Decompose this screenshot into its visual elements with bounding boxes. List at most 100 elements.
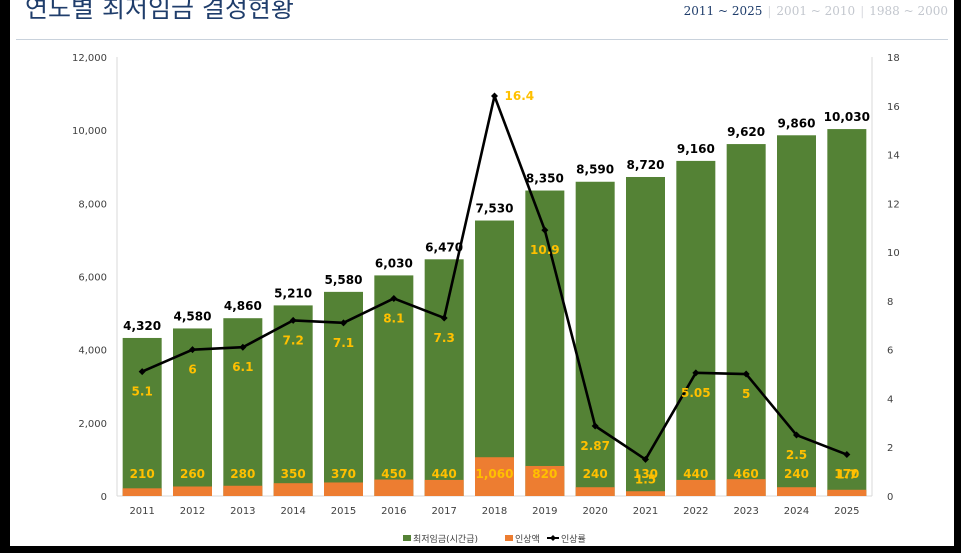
x-tick-label: 2020 — [582, 506, 607, 517]
wage-value-label: 10,030 — [824, 110, 870, 124]
x-tick-label: 2018 — [482, 506, 507, 517]
legend-rate-marker — [550, 535, 556, 541]
rate-marker — [541, 226, 549, 234]
y-right-tick-label: 14 — [887, 151, 900, 162]
y-right-tick-label: 10 — [887, 248, 900, 259]
increase-bar — [122, 488, 162, 496]
y-left-tick-label: 6,000 — [78, 273, 107, 284]
wage-bar — [525, 190, 565, 496]
y-left-tick-label: 10,000 — [72, 126, 107, 137]
increase-value-label: 170 — [834, 467, 859, 481]
increase-value-label: 210 — [130, 467, 155, 481]
wage-bar — [424, 259, 464, 496]
range-tab-2001-2010[interactable]: 2001 ~ 2010 — [776, 4, 856, 18]
tab-separator: | — [767, 4, 772, 18]
increase-value-label: 820 — [532, 467, 557, 481]
increase-value-label: 280 — [230, 467, 255, 481]
x-tick-label: 2019 — [532, 506, 557, 517]
legend-wage-swatch — [403, 535, 411, 541]
y-right-tick-label: 18 — [887, 53, 900, 64]
wage-value-label: 6,030 — [375, 256, 413, 270]
x-tick-label: 2022 — [683, 506, 708, 517]
rate-marker — [138, 368, 146, 376]
wage-value-label: 5,210 — [274, 286, 312, 300]
increase-value-label: 130 — [633, 467, 658, 481]
rate-value-label: 2.87 — [580, 439, 610, 453]
rate-marker — [591, 422, 599, 430]
increase-value-label: 260 — [180, 467, 205, 481]
x-tick-label: 2013 — [230, 506, 255, 517]
increase-value-label: 450 — [381, 467, 406, 481]
chart-panel: 연도별 최저임금 결정현황 2011 ~ 2025 | 2001 ~ 2010 | 19… — [10, 0, 954, 546]
increase-value-label: 370 — [331, 467, 356, 481]
wage-value-label: 9,860 — [778, 116, 816, 130]
x-tick-label: 2014 — [280, 506, 305, 517]
increase-value-label: 240 — [784, 467, 809, 481]
wage-value-label: 5,580 — [325, 273, 363, 287]
rate-value-label: 1.5 — [635, 472, 656, 486]
rate-value-label: 1.7 — [836, 468, 857, 482]
x-tick-label: 2024 — [784, 506, 809, 517]
range-tab-1988-2000[interactable]: 1988 ~ 2000 — [869, 4, 948, 18]
wage-bar — [827, 129, 867, 497]
increase-bar — [273, 483, 313, 496]
y-left-tick-label: 8,000 — [78, 199, 107, 210]
increase-bar — [173, 486, 212, 496]
wage-bar — [374, 275, 414, 496]
increase-value-label: 350 — [281, 467, 306, 481]
y-left-tick-label: 0 — [101, 492, 107, 503]
x-tick-label: 2025 — [834, 506, 859, 517]
rate-value-label: 7.1 — [333, 336, 354, 350]
y-right-tick-label: 2 — [887, 443, 893, 454]
rate-marker — [440, 314, 448, 322]
y-right-tick-label: 0 — [887, 492, 893, 503]
wage-value-label: 8,350 — [526, 172, 564, 186]
title-divider — [16, 39, 948, 40]
wage-bar — [676, 160, 716, 496]
page-title: 연도별 최저임금 결정현황 — [25, 0, 294, 23]
y-right-tick-label: 6 — [887, 346, 893, 357]
y-right-tick-label: 4 — [887, 394, 893, 405]
rate-value-label: 2.5 — [786, 448, 807, 462]
range-tabs: 2011 ~ 2025 | 2001 ~ 2010 | 1988 ~ 2000 — [684, 4, 948, 18]
rate-value-label: 5.1 — [132, 385, 153, 399]
x-tick-label: 2021 — [633, 506, 658, 517]
wage-bar — [626, 176, 665, 496]
rate-marker — [742, 370, 750, 378]
legend-wage-label: 최저임금(시간급) — [413, 533, 478, 545]
x-tick-label: 2023 — [733, 506, 758, 517]
increase-value-label: 1,060 — [476, 467, 514, 481]
rate-value-label: 5 — [742, 387, 750, 401]
x-tick-label: 2011 — [129, 506, 154, 517]
rate-marker — [189, 346, 196, 354]
increase-bar — [475, 457, 514, 496]
wage-value-label: 8,590 — [576, 163, 614, 177]
rate-value-label: 6 — [188, 363, 196, 377]
wage-value-label: 9,160 — [677, 142, 715, 156]
rate-value-label: 16.4 — [505, 89, 535, 103]
rate-value-label: 8.1 — [383, 311, 404, 325]
increase-value-label: 440 — [432, 467, 457, 481]
y-left-tick-label: 12,000 — [72, 53, 107, 64]
wage-value-label: 4,580 — [174, 309, 212, 323]
legend-rate-label: 인상률 — [561, 534, 586, 545]
wage-value-label: 8,720 — [627, 158, 665, 172]
tab-separator: | — [860, 4, 865, 18]
range-tab-2011-2025[interactable]: 2011 ~ 2025 — [683, 4, 763, 18]
increase-bar — [223, 485, 263, 496]
wage-value-label: 6,470 — [425, 240, 463, 254]
legend-increase-swatch — [505, 535, 513, 541]
wage-value-label: 4,320 — [123, 319, 161, 333]
wage-bar — [575, 181, 615, 497]
increase-value-label: 440 — [683, 467, 708, 481]
wage-value-label: 7,530 — [476, 202, 514, 216]
wage-value-label: 4,860 — [224, 299, 262, 313]
increase-bar — [726, 479, 766, 496]
wage-bar — [726, 144, 766, 496]
rate-marker — [390, 294, 398, 302]
rate-value-label: 6.1 — [232, 360, 253, 374]
y-left-tick-label: 4,000 — [78, 346, 107, 357]
wage-bar — [122, 337, 162, 496]
wage-value-label: 9,620 — [727, 125, 765, 139]
increase-bar — [424, 479, 464, 496]
